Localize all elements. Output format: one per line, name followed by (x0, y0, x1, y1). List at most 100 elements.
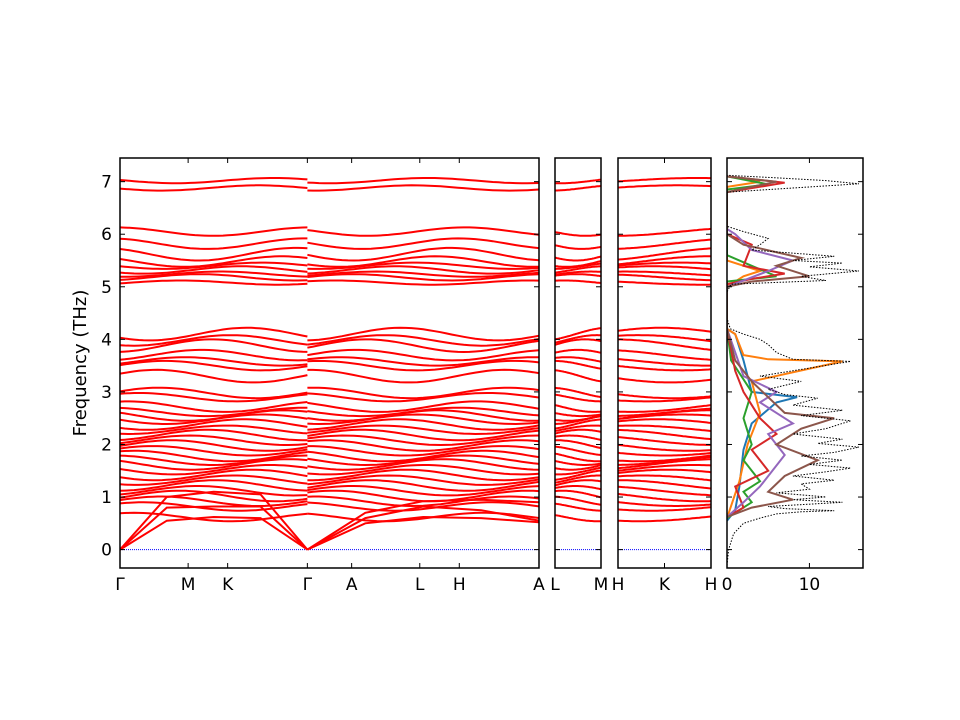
phonon-band-line (120, 434, 308, 446)
phonon-band-line (120, 449, 308, 463)
x-tick-label: L (415, 575, 425, 595)
acoustic-band-line (120, 505, 309, 551)
phonon-band-line (618, 349, 711, 361)
phonon-band-line (307, 386, 539, 400)
phonon-band-line (618, 364, 711, 372)
y-tick-label: 3 (101, 383, 112, 403)
phonon-band-line (555, 434, 601, 441)
phonon-band-line (307, 246, 539, 262)
phonon-band-line (120, 445, 308, 457)
phonon-band-line (555, 485, 601, 491)
phonon-band-line (307, 270, 539, 278)
x-tick-label: M (594, 575, 609, 595)
phonon-band-line (307, 439, 539, 452)
dos-projection-line (727, 175, 835, 518)
phonon-band-line (307, 226, 539, 237)
phonon-band-line (307, 458, 539, 471)
x-tick-label: L (550, 575, 560, 595)
phonon-band-line (307, 265, 539, 275)
y-tick-label: 6 (101, 225, 112, 245)
acoustic-band-line (120, 490, 309, 551)
phonon-band-line (618, 404, 711, 413)
panel-frame-path1 (119, 157, 540, 569)
phonon-band-line (555, 327, 601, 341)
phonon-band-line (120, 226, 308, 237)
phonon-band-line (618, 377, 711, 384)
phonon-band-line (555, 428, 601, 435)
phonon-band-line (120, 489, 308, 503)
phonon-band-line (618, 451, 711, 457)
phonon-band-line (307, 392, 539, 403)
phonon-band-line (307, 368, 539, 384)
phonon-band-line (618, 479, 711, 490)
phonon-band-line (618, 238, 711, 250)
phonon-band-line (120, 184, 308, 192)
phonon-band-line (120, 334, 308, 347)
phonon-band-line (120, 406, 308, 418)
phonon-band-line (555, 386, 601, 399)
phonon-band-line (555, 334, 601, 344)
y-tick-label: 7 (101, 173, 112, 193)
x-tick-label: H (453, 575, 466, 595)
phonon-band-line (120, 237, 308, 250)
phonon-band-line (555, 393, 601, 403)
phonon-band-line (618, 506, 711, 512)
phonon-band-line (618, 464, 711, 472)
phonon-band-line (120, 356, 308, 367)
phonon-band-line (120, 454, 308, 466)
panel-frame-path2 (554, 157, 602, 569)
phonon-band-line (555, 255, 601, 262)
acoustic-band-line (306, 505, 539, 551)
phonon-band-line (555, 348, 601, 354)
phonon-band-line (618, 393, 711, 400)
phonon-band-line (307, 434, 539, 447)
phonon-band-line (307, 338, 539, 354)
phonon-band-line (307, 177, 539, 185)
phonon-band-line (307, 413, 539, 426)
phonon-band-line (555, 452, 601, 463)
phonon-band-line (120, 359, 308, 372)
y-tick-label: 1 (101, 488, 112, 508)
phonon-band-line (555, 178, 601, 185)
x-tick-label: Γ (115, 575, 125, 595)
phonon-band-line (618, 326, 711, 333)
phonon-band-line (555, 279, 601, 284)
phonon-band-line (555, 231, 601, 237)
phonon-band-line (555, 439, 601, 450)
phonon-band-line (555, 489, 601, 499)
phonon-band-line (120, 326, 308, 342)
phonon-band-line (555, 466, 601, 476)
phonon-band-line (555, 424, 601, 432)
x-tick-label: K (222, 575, 234, 595)
phonon-band-line (618, 428, 711, 441)
phonon-band-line (120, 177, 308, 185)
phonon-band-line (618, 280, 711, 286)
phonon-band-line (618, 485, 711, 497)
phonon-band-line (555, 474, 601, 484)
phonon-band-line (120, 400, 308, 413)
x-tick-label: A (346, 575, 358, 595)
phonon-band-line (307, 400, 539, 413)
phonon-band-line (555, 359, 601, 370)
dos-projection-line (727, 175, 777, 519)
x-tick-label: H (705, 575, 718, 595)
phonon-band-line (120, 413, 308, 425)
phonon-band-line (555, 464, 601, 471)
phonon-band-line (120, 246, 308, 262)
phonon-band-line (555, 404, 601, 413)
phonon-band-line (618, 413, 711, 420)
phonon-band-line (120, 474, 308, 486)
phonon-band-line (120, 479, 308, 492)
phonon-band-line (618, 358, 711, 367)
phonon-band-line (555, 469, 601, 481)
phonon-band-line (307, 348, 539, 362)
phonon-band-line (307, 418, 539, 431)
acoustic-band-line (306, 498, 539, 551)
phonon-band-line (555, 502, 601, 512)
phonon-band-line (555, 514, 601, 523)
phonon-band-line (120, 392, 308, 403)
phonon-band-line (120, 468, 308, 482)
band-group-path3 (618, 177, 711, 551)
phonon-band-line (555, 495, 601, 506)
y-tick-label: 2 (101, 435, 112, 455)
